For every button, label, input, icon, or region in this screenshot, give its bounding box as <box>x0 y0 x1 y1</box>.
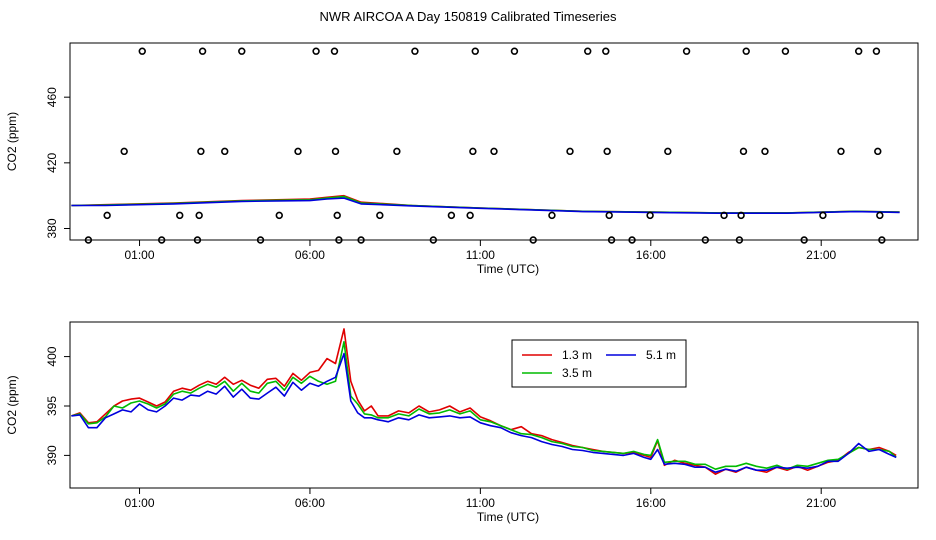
calibration-point <box>781 47 790 55</box>
x-tick-label: 21:00 <box>806 496 836 510</box>
calibration-point <box>469 147 477 156</box>
x-tick-label: 01:00 <box>125 496 155 510</box>
calibration-point <box>605 211 613 220</box>
calibration-point <box>466 211 474 220</box>
series-line-blue <box>71 197 900 214</box>
calibration-point <box>628 236 636 244</box>
y-tick-label: 395 <box>45 396 59 416</box>
calibration-point <box>330 47 339 55</box>
calibration-point <box>138 47 146 55</box>
x-tick-label: 06:00 <box>295 248 325 262</box>
calibration-point <box>837 147 845 156</box>
calibration-point <box>429 236 438 244</box>
plot-frame <box>69 42 919 241</box>
x-tick-label: 11:00 <box>466 496 495 510</box>
y-axis-title: CO2 (ppm) <box>5 375 19 434</box>
calibration-point <box>819 211 827 220</box>
y-tick-label: 420 <box>45 153 59 173</box>
calibration-point <box>584 47 592 55</box>
calibration-point <box>664 147 672 156</box>
x-tick-label: 16:00 <box>636 248 666 262</box>
calibration-point <box>739 147 748 156</box>
y-tick-label: 460 <box>45 87 59 107</box>
calibration-point <box>312 47 320 55</box>
calibration-point <box>221 147 229 156</box>
calibration-point <box>411 47 419 55</box>
x-tick-label: 11:00 <box>466 248 495 262</box>
calibration-point <box>120 147 128 156</box>
lower-panel: 01:00 06:00 11:00 16:00 21:00 390 395 400 Time (… <box>5 321 919 524</box>
y-tick-label: 400 <box>45 346 59 366</box>
calibration-point <box>701 236 710 244</box>
calibration-point <box>447 211 456 220</box>
y-tick-label: 380 <box>45 218 59 238</box>
calibration-point <box>335 236 343 244</box>
calibration-point <box>331 147 340 156</box>
calibration-point <box>275 211 283 220</box>
calibration-point <box>876 211 884 220</box>
figure-title: NWR AIRCOA A Day 150819 Calibrated Times… <box>319 9 617 24</box>
calibration-point <box>256 236 265 244</box>
series-line-1-3-m <box>71 328 897 476</box>
calibration-point <box>103 211 111 220</box>
series-line-5-1-m <box>71 352 897 474</box>
legend-label: 1.3 m <box>562 348 592 362</box>
calibration-point <box>84 236 93 244</box>
calibration-point <box>548 211 556 220</box>
calibration-point <box>878 236 886 244</box>
x-tick-label: 16:00 <box>636 496 666 510</box>
calibration-point <box>198 47 207 55</box>
plot-frame <box>69 321 919 489</box>
x-tick-label: 06:00 <box>295 496 325 510</box>
calibration-point <box>176 211 184 220</box>
calibration-point <box>602 47 610 55</box>
calibration-point <box>357 236 365 244</box>
legend-label: 5.1 m <box>646 348 676 362</box>
legend-box <box>511 339 687 388</box>
calibration-point <box>800 236 808 244</box>
series-line-red <box>71 194 900 214</box>
calibration-point <box>854 47 863 55</box>
x-tick-label: 01:00 <box>125 248 155 262</box>
calibration-point <box>529 236 537 244</box>
calibration-point <box>333 211 341 220</box>
x-axis-title: Time (UTC) <box>477 262 539 276</box>
calibration-point <box>510 47 519 55</box>
series-line-green <box>71 195 900 214</box>
calibration-point <box>735 236 744 244</box>
calibration-point <box>393 147 401 156</box>
legend-label: 3.5 m <box>562 366 592 380</box>
series-line-3-5-m <box>71 340 897 471</box>
calibration-point <box>761 147 769 156</box>
y-axis-title: CO2 (ppm) <box>5 112 19 171</box>
calibration-point <box>197 147 205 156</box>
calibration-point <box>682 47 691 55</box>
calibration-point <box>872 47 881 55</box>
x-tick-label: 21:00 <box>806 248 836 262</box>
x-axis-title: Time (UTC) <box>477 510 539 524</box>
calibration-point <box>157 236 166 244</box>
calibration-point <box>874 147 882 156</box>
calibration-point <box>646 211 654 220</box>
calibration-point <box>376 211 384 220</box>
calibration-point <box>720 211 728 220</box>
calibration-point <box>490 147 498 156</box>
calibration-point <box>566 147 574 156</box>
upper-panel: 01:00 06:00 11:00 16:00 21:00 380 420 460 Time (… <box>5 42 919 276</box>
calibration-point <box>603 147 611 156</box>
calibration-point <box>238 47 246 55</box>
calibration-point <box>471 47 479 55</box>
calibration-point <box>294 147 302 156</box>
calibration-point <box>195 211 203 220</box>
calibration-point <box>742 47 750 55</box>
y-tick-label: 390 <box>45 445 59 465</box>
calibration-point <box>737 211 745 220</box>
calibration-point <box>607 236 616 244</box>
calibration-point <box>193 236 202 244</box>
